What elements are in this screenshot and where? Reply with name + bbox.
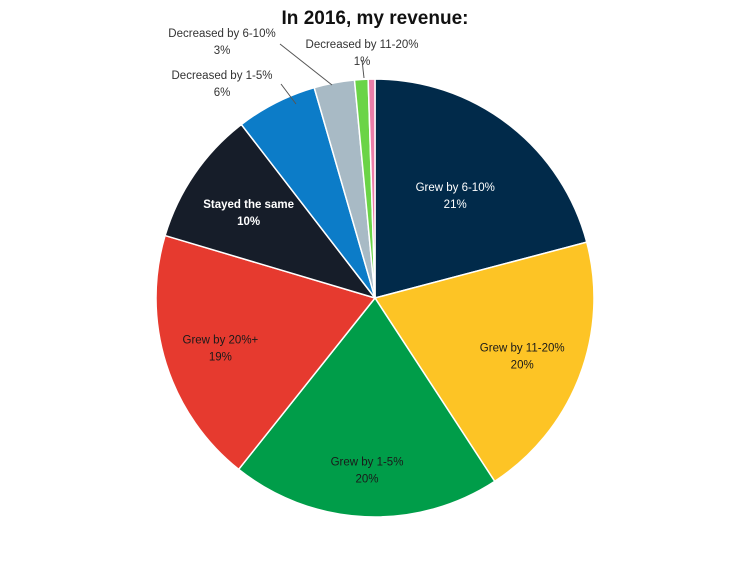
slice-label-5: Stayed the same 10% [203,199,294,228]
pie-slice-1 [374,78,588,299]
leader-line-8 [361,59,365,79]
pie-slice-5 [164,123,378,300]
pie-slice-9 [367,78,376,299]
slice-label-7: Decreased by 6-10% 3% [168,28,275,57]
slice-label-1: Grew by 6-10% 21% [416,182,495,211]
slice-label-6: Decreased by 1-5% 6% [172,70,273,99]
leader-line-7 [279,43,333,86]
pie-slice-3 [237,296,496,518]
pie-slice-2 [373,241,595,483]
leader-lines [279,43,365,105]
leader-line-6 [280,83,297,105]
slice-labels: Grew by 6-10% 21% Grew by 11-20% 20% Grew by… [168,28,564,486]
slice-label-4: Grew by 20%+ 19% [183,335,259,364]
slice-label-3: Grew by 1-5% 20% [331,457,404,486]
pie-slice-4 [155,234,377,471]
slice-label-2: Grew by 11-20% 20% [480,343,565,372]
slice-label-8: Decreased by 11-20% 1% [306,39,419,68]
pie-slices [155,78,595,518]
chart-title: In 2016, my revenue: [281,8,469,29]
